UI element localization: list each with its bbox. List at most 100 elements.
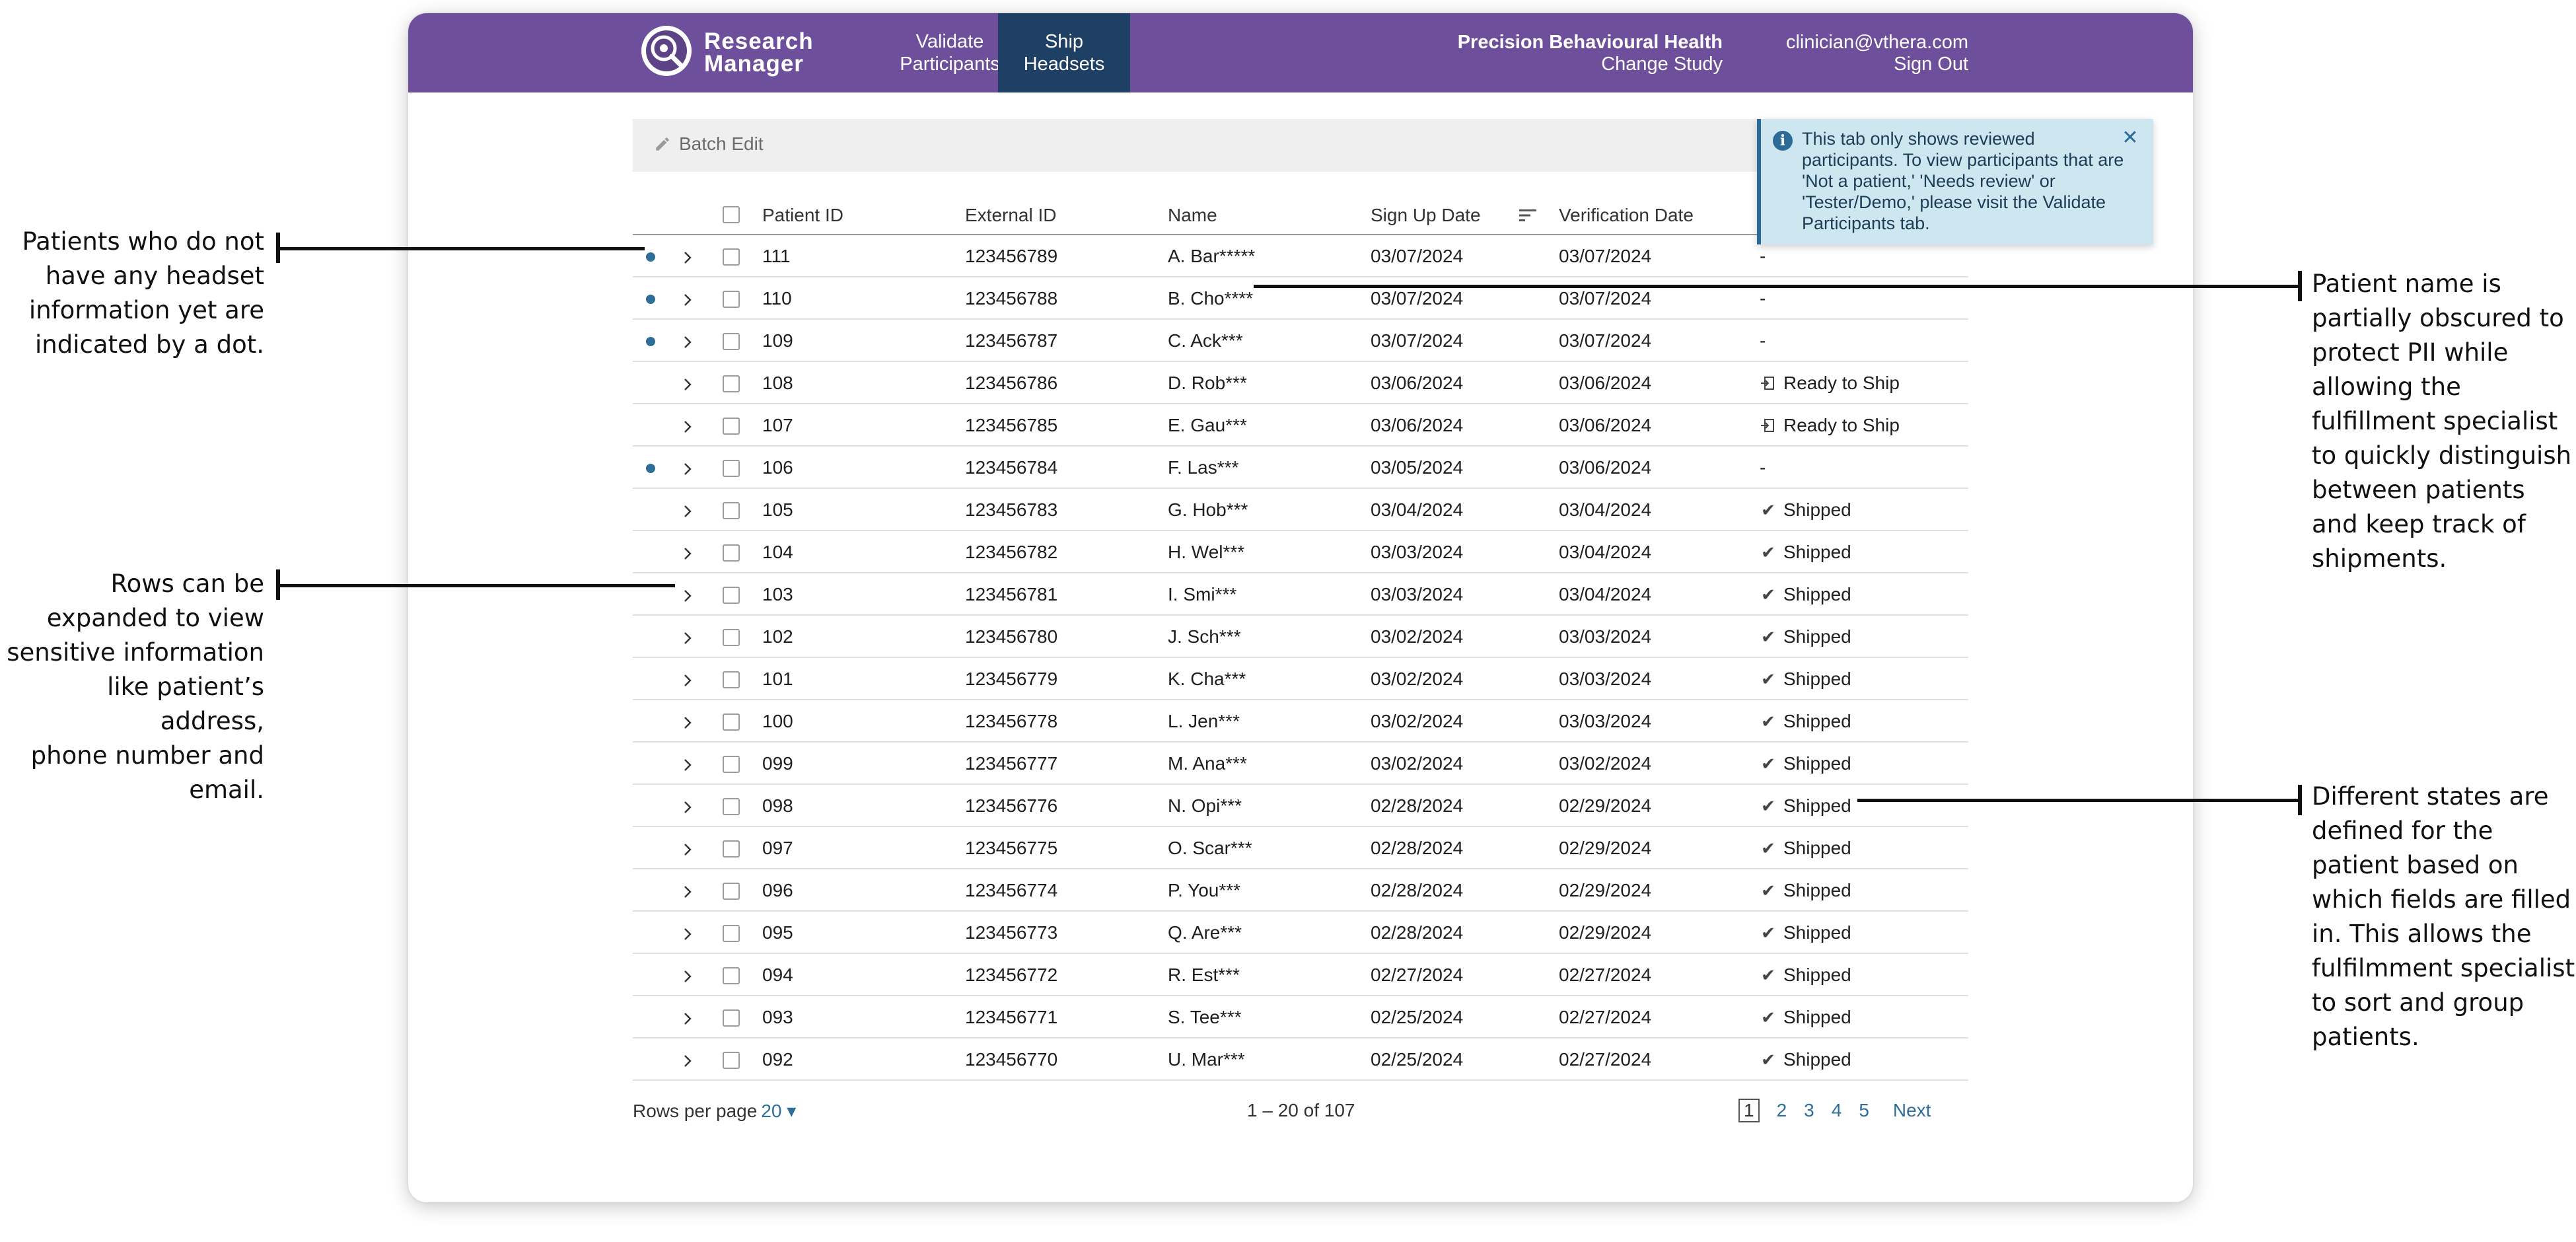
table-row[interactable]: 102 123456780 J. Sch*** 03/02/2024 03/03/202… — [633, 616, 1968, 658]
app-window: Research Manager Validate Participants S… — [408, 13, 2193, 1202]
expand-row-chevron-icon[interactable] — [680, 1009, 695, 1025]
expand-row-chevron-icon[interactable] — [680, 544, 695, 560]
header-sign-up-date[interactable]: Sign Up Date — [1371, 205, 1481, 225]
expand-row-chevron-icon[interactable] — [680, 798, 695, 813]
expand-row-chevron-icon[interactable] — [680, 418, 695, 433]
header-name[interactable]: Name — [1168, 205, 1217, 225]
cell-status: - — [1760, 330, 1766, 351]
row-checkbox[interactable] — [723, 671, 740, 688]
table-row[interactable]: 106 123456784 F. Las*** 03/05/2024 03/06/202… — [633, 447, 1968, 489]
cell-patient-id: 102 — [762, 626, 793, 647]
row-checkbox[interactable] — [723, 502, 740, 519]
row-checkbox[interactable] — [723, 883, 740, 900]
row-checkbox[interactable] — [723, 925, 740, 942]
table-row[interactable]: 094 123456772 R. Est*** 02/27/2024 02/27/202… — [633, 954, 1968, 996]
expand-row-chevron-icon[interactable] — [680, 502, 695, 517]
annotation-status-note: Different states are defined for the patie… — [2312, 780, 2575, 1054]
table-row[interactable]: 096 123456774 P. You*** 02/28/2024 02/29/202… — [633, 869, 1968, 912]
expand-row-chevron-icon[interactable] — [680, 967, 695, 982]
header-patient-id[interactable]: Patient ID — [762, 205, 843, 225]
rows-per-page-select[interactable]: 20 ▾ — [761, 1101, 797, 1121]
row-checkbox[interactable] — [723, 460, 740, 477]
row-checkbox[interactable] — [723, 291, 740, 308]
expand-row-chevron-icon[interactable] — [680, 713, 695, 729]
checkmark-icon: ✔ — [1761, 880, 1775, 900]
row-checkbox[interactable] — [723, 333, 740, 350]
row-checkbox[interactable] — [723, 375, 740, 392]
expand-row-chevron-icon[interactable] — [680, 460, 695, 475]
expand-row-chevron-icon[interactable] — [680, 629, 695, 644]
close-icon[interactable]: ✕ — [2122, 127, 2139, 149]
expand-row-chevron-icon[interactable] — [680, 291, 695, 306]
expand-row-chevron-icon[interactable] — [680, 333, 695, 348]
annotation-leader-line — [1254, 285, 2300, 288]
tab-validate-participants[interactable]: Validate Participants — [871, 13, 1029, 92]
row-checkbox[interactable] — [723, 629, 740, 646]
cell-status: ✔ Shipped — [1760, 1049, 1851, 1070]
annotation-bracket — [2298, 271, 2302, 301]
table-row[interactable]: 104 123456782 H. Wel*** 03/03/2024 03/04/202… — [633, 531, 1968, 573]
row-checkbox[interactable] — [723, 967, 740, 984]
expand-row-chevron-icon[interactable] — [680, 925, 695, 940]
batch-edit-button[interactable]: Batch Edit — [654, 133, 764, 155]
table-row[interactable]: 092 123456770 U. Mar*** 02/25/2024 02/27/202… — [633, 1039, 1968, 1081]
table-row[interactable]: 098 123456776 N. Opi*** 02/28/2024 02/29/202… — [633, 785, 1968, 827]
row-checkbox[interactable] — [723, 840, 740, 858]
row-checkbox[interactable] — [723, 756, 740, 773]
expand-row-chevron-icon[interactable] — [680, 248, 695, 264]
table-row[interactable]: 109 123456787 C. Ack*** 03/07/2024 03/07/202… — [633, 320, 1968, 362]
expand-row-chevron-icon[interactable] — [680, 840, 695, 856]
header-verification-date[interactable]: Verification Date — [1559, 205, 1694, 225]
sign-out-link[interactable]: Sign Out — [1894, 54, 1968, 75]
sort-icon[interactable] — [1518, 207, 1538, 223]
row-checkbox[interactable] — [723, 798, 740, 815]
annotation-line-text: fulfillment specialist — [2312, 407, 2558, 435]
cell-verification-date: 03/06/2024 — [1559, 415, 1652, 435]
expand-row-chevron-icon[interactable] — [680, 756, 695, 771]
cell-verification-date: 03/04/2024 — [1559, 584, 1652, 604]
table-row[interactable]: 099 123456777 M. Ana*** 03/02/2024 03/02/202… — [633, 743, 1968, 785]
table-row[interactable]: 103 123456781 I. Smi*** 03/03/2024 03/04/202… — [633, 573, 1968, 616]
cell-verification-date: 02/29/2024 — [1559, 838, 1652, 858]
cell-external-id: 123456778 — [965, 711, 1058, 731]
expand-row-chevron-icon[interactable] — [680, 883, 695, 898]
expand-row-chevron-icon[interactable] — [680, 587, 695, 602]
table-row[interactable]: 097 123456775 O. Scar*** 02/28/2024 02/29/20… — [633, 827, 1968, 869]
row-checkbox[interactable] — [723, 248, 740, 266]
table-row[interactable]: 107 123456785 E. Gau*** 03/06/2024 03/06/202… — [633, 404, 1968, 447]
table-row[interactable]: 108 123456786 D. Rob*** 03/06/2024 03/06/202… — [633, 362, 1968, 404]
table-row[interactable]: 093 123456771 S. Tee*** 02/25/2024 02/27/202… — [633, 996, 1968, 1039]
cell-external-id: 123456781 — [965, 584, 1058, 604]
page-3-button[interactable]: 3 — [1804, 1100, 1814, 1120]
row-checkbox[interactable] — [723, 544, 740, 562]
tab-ship-headsets[interactable]: Ship Headsets — [998, 13, 1130, 92]
table-row[interactable]: 101 123456779 K. Cha*** 03/02/2024 03/03/202… — [633, 658, 1968, 700]
cell-name: O. Scar*** — [1168, 838, 1252, 858]
row-checkbox[interactable] — [723, 1052, 740, 1069]
row-checkbox[interactable] — [723, 713, 740, 731]
change-study-link[interactable]: Change Study — [1601, 54, 1723, 75]
header-external-id[interactable]: External ID — [965, 205, 1057, 225]
table-row[interactable]: 111 123456789 A. Bar***** 03/07/2024 03/07/2… — [633, 235, 1968, 277]
table-body: 111 123456789 A. Bar***** 03/07/2024 03/07/2… — [633, 235, 1968, 1081]
table-row[interactable]: 100 123456778 L. Jen*** 03/02/2024 03/03/202… — [633, 700, 1968, 743]
next-page-button[interactable]: Next — [1892, 1100, 1931, 1120]
table-row[interactable]: 095 123456773 Q. Are*** 02/28/2024 02/29/202… — [633, 912, 1968, 954]
page-2-button[interactable]: 2 — [1776, 1100, 1787, 1120]
annotation-line-text: allowing the — [2312, 373, 2461, 401]
status-text: Shipped — [1783, 795, 1851, 816]
expand-row-chevron-icon[interactable] — [680, 1052, 695, 1067]
page-5-button[interactable]: 5 — [1859, 1100, 1869, 1120]
expand-row-chevron-icon[interactable] — [680, 671, 695, 686]
table-row[interactable]: 110 123456788 B. Cho**** 03/07/2024 03/07/20… — [633, 277, 1968, 320]
page-4-button[interactable]: 4 — [1831, 1100, 1842, 1120]
row-checkbox[interactable] — [723, 1009, 740, 1027]
cell-status: - — [1760, 246, 1766, 267]
ship-ready-icon — [1760, 418, 1777, 433]
page-1-button[interactable]: 1 — [1738, 1099, 1760, 1122]
expand-row-chevron-icon[interactable] — [680, 375, 695, 390]
select-all-checkbox[interactable] — [723, 206, 740, 223]
row-checkbox[interactable] — [723, 587, 740, 604]
table-row[interactable]: 105 123456783 G. Hob*** 03/04/2024 03/04/202… — [633, 489, 1968, 531]
row-checkbox[interactable] — [723, 418, 740, 435]
